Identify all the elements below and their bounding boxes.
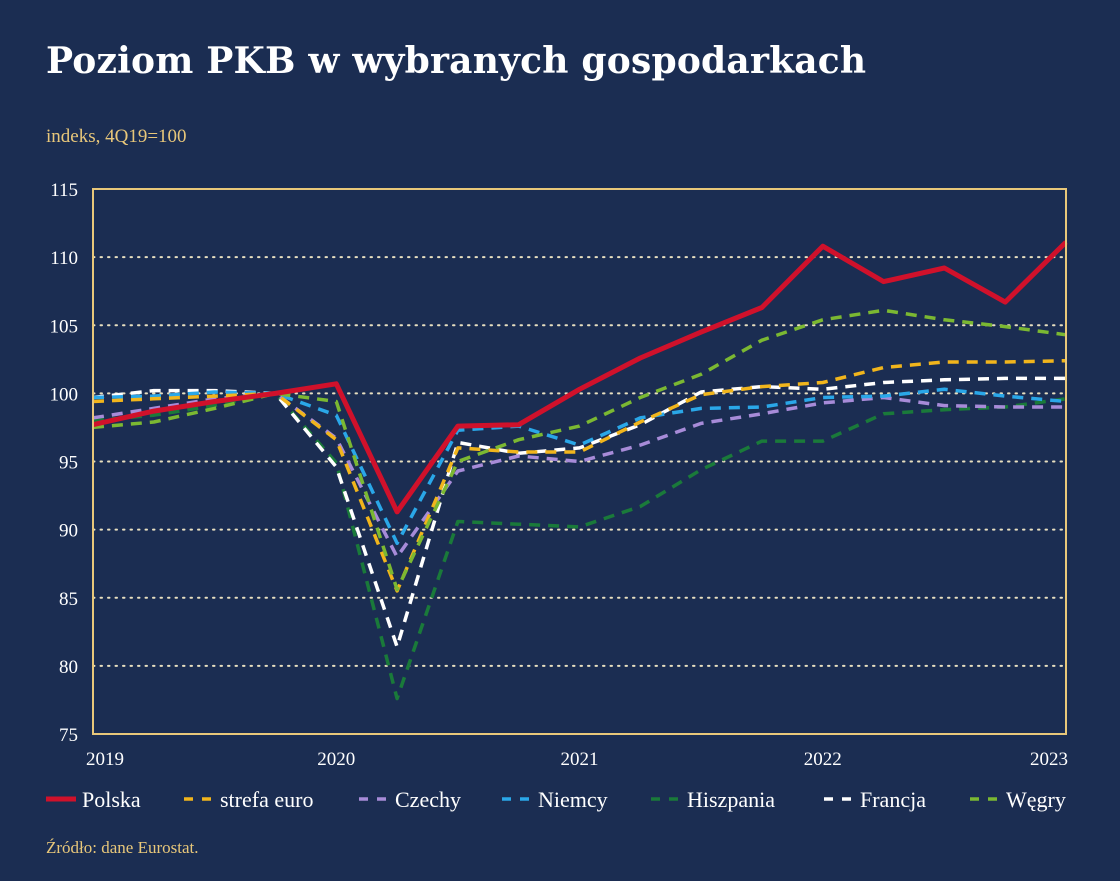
series-line-hiszpania [92, 391, 1067, 701]
source-note: Źródło: dane Eurostat. [46, 838, 199, 857]
x-axis-ticks: 2019 2020 2021 2022 2023 [86, 749, 1068, 770]
x-tick-label: 2020 [317, 749, 355, 770]
y-tick-label: 105 [50, 316, 79, 337]
gridlines [92, 256, 1067, 667]
legend-label: Węgry [1006, 787, 1066, 812]
legend-label: strefa euro [220, 787, 313, 812]
y-tick-label: 80 [59, 657, 78, 678]
y-tick-label: 110 [50, 248, 78, 269]
y-tick-label: 75 [59, 725, 78, 746]
y-tick-label: 85 [59, 589, 78, 610]
legend-label: Hiszpania [687, 787, 775, 812]
y-tick-label: 90 [59, 521, 78, 542]
y-axis-ticks: 75 80 85 90 95 100 105 110 115 [50, 180, 79, 746]
chart-subtitle: indeks, 4Q19=100 [46, 126, 187, 147]
series-lines [92, 240, 1068, 701]
x-tick-label: 2023 [1030, 749, 1068, 770]
series-line-francja [92, 376, 1066, 649]
series-line-polska [92, 240, 1068, 515]
legend-label: Francja [860, 787, 926, 812]
legend: Polska strefa euro Czechy Niemcy Hiszpania Fr… [46, 787, 1066, 812]
y-tick-label: 100 [50, 384, 79, 405]
legend-label: Polska [82, 787, 141, 812]
legend-label: Czechy [395, 787, 461, 812]
x-tick-label: 2022 [804, 749, 842, 770]
series-line-czechy [92, 391, 1066, 559]
y-tick-label: 115 [50, 180, 78, 201]
y-tick-label: 95 [59, 453, 78, 474]
legend-label: Niemcy [538, 787, 608, 812]
chart-title: Poziom PKB w wybranych gospodarkach [46, 40, 867, 82]
series-line-węgry [92, 308, 1067, 592]
series-line-niemcy [92, 387, 1067, 546]
x-tick-label: 2021 [561, 749, 599, 770]
x-tick-label: 2019 [86, 749, 124, 770]
plot-frame [92, 188, 1067, 735]
series-line-strefa-euro [92, 358, 1067, 593]
